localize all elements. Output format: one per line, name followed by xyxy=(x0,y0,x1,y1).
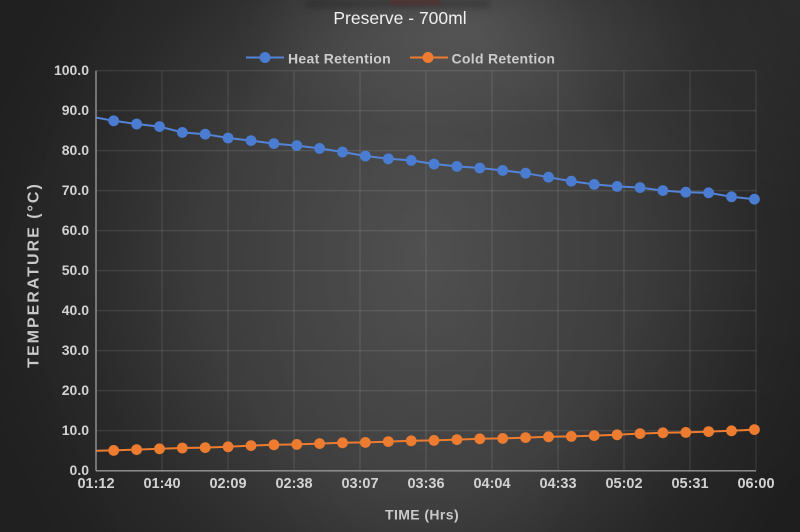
svg-text:10.0: 10.0 xyxy=(62,422,89,438)
svg-text:70.0: 70.0 xyxy=(62,182,89,198)
svg-text:06:00: 06:00 xyxy=(737,476,774,492)
svg-text:Preserve - 700ml: Preserve - 700ml xyxy=(333,8,466,28)
svg-text:02:09: 02:09 xyxy=(209,476,246,492)
svg-text:Heat Retention: Heat Retention xyxy=(288,50,391,66)
svg-text:01:40: 01:40 xyxy=(143,476,180,492)
svg-text:80.0: 80.0 xyxy=(62,142,89,158)
svg-text:04:33: 04:33 xyxy=(539,476,576,492)
svg-text:03:07: 03:07 xyxy=(341,476,378,492)
svg-text:02:38: 02:38 xyxy=(275,476,312,492)
svg-text:0.0: 0.0 xyxy=(70,462,90,478)
svg-text:60.0: 60.0 xyxy=(62,222,89,238)
svg-text:50.0: 50.0 xyxy=(62,262,89,278)
svg-text:05:31: 05:31 xyxy=(671,476,708,492)
svg-text:03:36: 03:36 xyxy=(407,476,444,492)
svg-text:TEMPERATURE (°C): TEMPERATURE (°C) xyxy=(26,182,43,368)
svg-text:90.0: 90.0 xyxy=(62,102,89,118)
svg-text:04:04: 04:04 xyxy=(473,476,510,492)
svg-text:20.0: 20.0 xyxy=(62,382,89,398)
svg-text:TIME (Hrs): TIME (Hrs) xyxy=(385,507,459,523)
svg-text:Cold Retention: Cold Retention xyxy=(452,50,556,66)
svg-text:01:12: 01:12 xyxy=(77,476,114,492)
svg-text:05:02: 05:02 xyxy=(605,476,642,492)
svg-text:40.0: 40.0 xyxy=(62,302,89,318)
svg-text:100.0: 100.0 xyxy=(54,62,89,78)
svg-text:30.0: 30.0 xyxy=(62,342,89,358)
